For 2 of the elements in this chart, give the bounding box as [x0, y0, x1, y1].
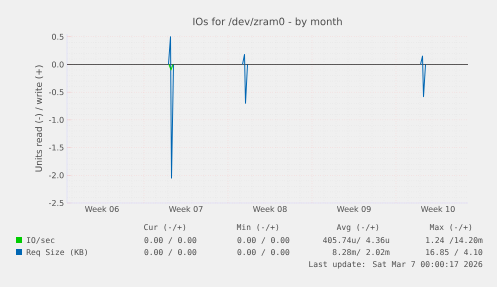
chart-title: IOs for /dev/zram0 - by month [193, 18, 342, 28]
y-axis-title: Units read (-) / write (+) [35, 65, 44, 172]
